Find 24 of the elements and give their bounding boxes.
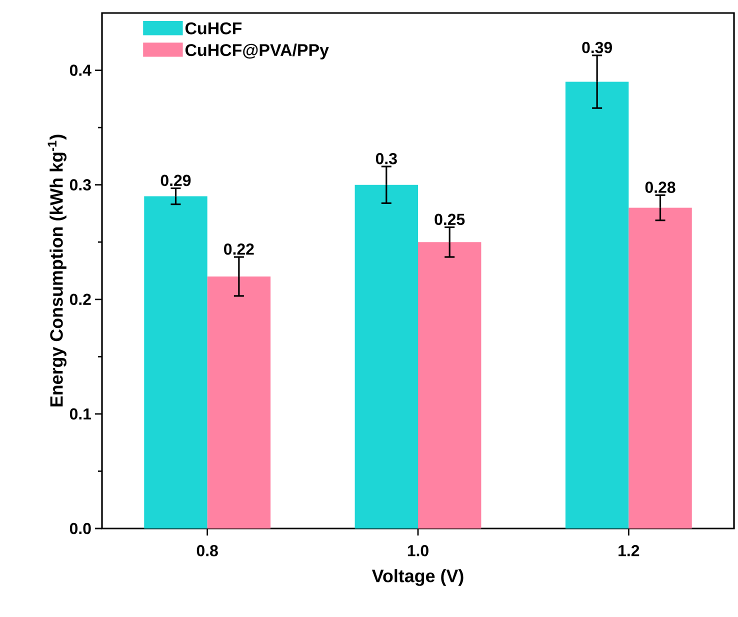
y-tick-label: 0.0: [70, 522, 91, 534]
x-tick-label: 1.2: [618, 545, 640, 556]
data-label: 0.39: [582, 42, 612, 54]
data-label: 0.29: [160, 174, 191, 186]
bar: [207, 276, 271, 528]
data-label: 0.3: [376, 153, 397, 164]
bar: [144, 196, 208, 528]
legend-label: CuHCF: [185, 22, 242, 34]
data-label: 0.22: [224, 244, 254, 255]
bar: [565, 82, 629, 528]
legend-label: CuHCF@PVA/PPy: [185, 44, 329, 60]
x-tick-label: 0.8: [196, 545, 218, 556]
data-label: 0.28: [645, 182, 676, 193]
x-tick-label: 1.0: [408, 545, 428, 556]
bar: [418, 242, 482, 528]
bar: [354, 184, 418, 528]
bar: [628, 208, 692, 528]
y-axis-title: Energy Consumption (kWh kg$^{-1}$): [48, 134, 66, 406]
y-tick-label: 0.2: [70, 294, 91, 306]
y-tick-label: 0.4: [70, 64, 92, 76]
y-tick-label: 0.3: [70, 179, 91, 190]
data-label: 0.25: [434, 214, 465, 226]
y-tick-label: 0.1: [70, 408, 92, 420]
x-axis-title: Voltage (V): [372, 569, 464, 586]
